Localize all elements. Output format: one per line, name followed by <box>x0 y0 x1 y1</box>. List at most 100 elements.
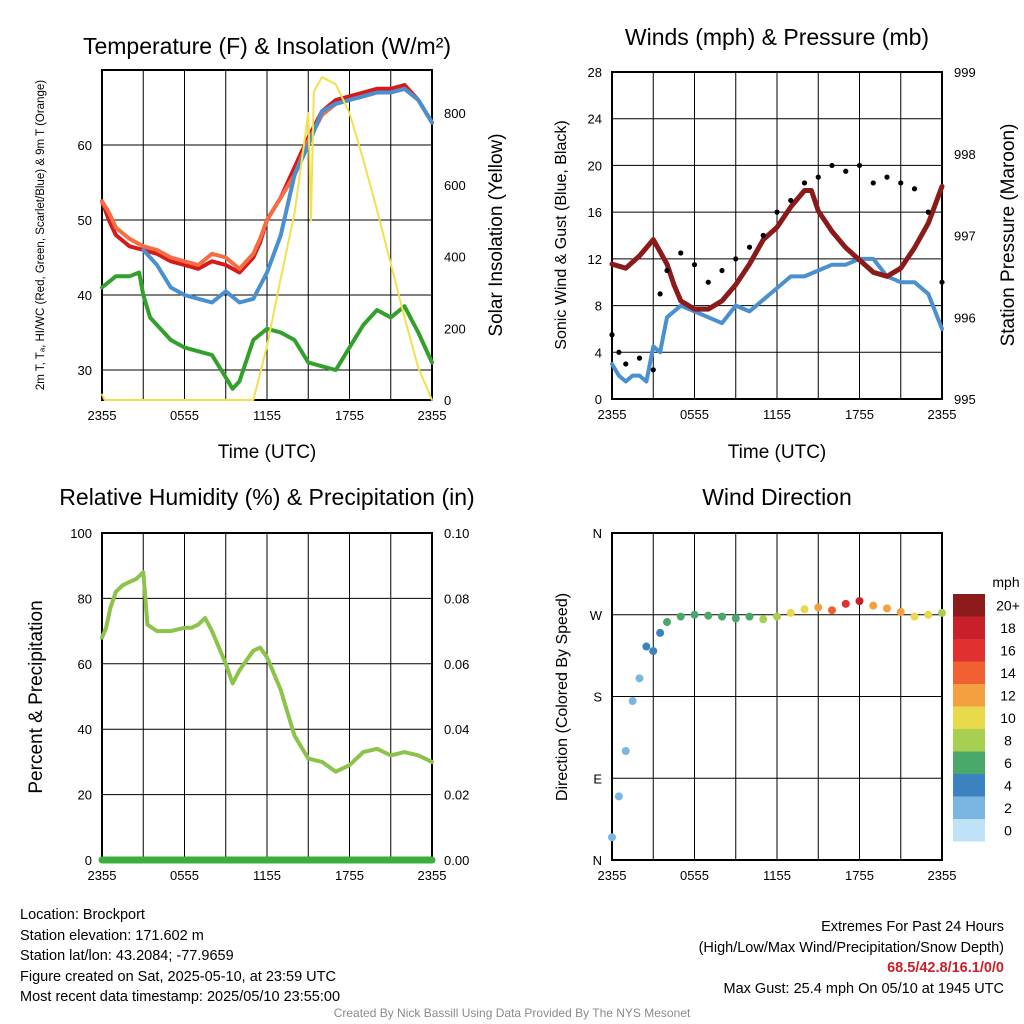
direction-point <box>924 610 933 619</box>
winds-gust-point <box>650 367 656 373</box>
direction-point <box>635 674 644 683</box>
direction-series-group <box>608 597 946 842</box>
winds-ytick-label-right: 997 <box>954 229 976 244</box>
extremes-legend: (High/Low/Max Wind/Precipitation/Snow De… <box>698 939 1004 956</box>
direction-point <box>773 612 781 621</box>
colorbar-label: 8 <box>1004 732 1012 748</box>
humidity-xtick-label: 2355 <box>418 868 447 883</box>
humidity-series-line <box>100 570 434 774</box>
credit-line: Created By Nick Bassill Using Data Provi… <box>333 1006 691 1020</box>
station-info: Location: Brockport Station elevation: 1… <box>20 905 340 1008</box>
direction-point <box>910 612 919 621</box>
station-latlon: Station lat/lon: 43.2084; -77.9659 <box>20 948 234 964</box>
winds-ytick-label-left: 28 <box>588 65 602 80</box>
humidity-ytick-label-left: 60 <box>78 657 92 672</box>
direction-xtick-label: 0555 <box>680 868 709 883</box>
winds-xtick-label: 2355 <box>598 407 627 422</box>
humidity-xtick-label: 2355 <box>88 868 117 883</box>
winds-ytick-label-right: 995 <box>954 392 976 407</box>
direction-point <box>621 747 630 755</box>
direction-point <box>869 601 878 610</box>
extremes-info: Extremes For Past 24 Hours (High/Low/Max… <box>699 917 1004 999</box>
humidity-ytick-label-left: 20 <box>78 788 92 803</box>
direction-point <box>690 610 699 619</box>
humidity-ytick-label-right: 0.00 <box>444 853 469 868</box>
direction-point <box>896 608 905 617</box>
temperature-ytick-label-left: 60 <box>78 138 92 153</box>
direction-point <box>841 599 850 608</box>
humidity-xtick-label: 1155 <box>253 868 281 883</box>
winds-gust-point <box>657 291 663 297</box>
winds-xtick-label: 0555 <box>680 407 709 422</box>
winds-gust-point <box>856 162 863 169</box>
temperature-ytick-label-left: 30 <box>78 363 92 378</box>
colorbar-label: 20+ <box>996 597 1020 613</box>
temperature-xlabel: Time (UTC) <box>218 442 317 463</box>
direction-title: Wind Direction <box>702 484 852 510</box>
humidity-ytick-label-left: 80 <box>78 591 92 606</box>
direction-point <box>676 612 685 621</box>
direction-ytick-label-left: S <box>593 690 602 705</box>
recent-timestamp: Most recent data timestamp: 2025/05/10 2… <box>20 989 341 1005</box>
temperature-series-line <box>141 86 434 305</box>
humidity-ytick-label-right: 0.02 <box>444 788 469 803</box>
winds-ytick-label-right: 999 <box>954 65 976 80</box>
winds-gust-point <box>911 186 918 192</box>
temperature-ytick-label-right: 800 <box>444 106 466 121</box>
extremes-title: Extremes For Past 24 Hours <box>821 919 1004 935</box>
winds-xtick-label: 1155 <box>763 407 791 422</box>
humidity-title: Relative Humidity (%) & Precipitation (i… <box>59 484 474 510</box>
colorbar-swatch <box>953 729 985 752</box>
colorbar-label: 2 <box>1004 800 1012 816</box>
colorbar-swatch <box>953 616 985 639</box>
direction-point <box>649 647 658 656</box>
winds-ytick-label-left: 4 <box>595 345 602 360</box>
winds-gust-point <box>733 256 739 262</box>
direction-point <box>800 605 809 614</box>
winds-gust-point <box>870 180 876 186</box>
colorbar-swatch <box>953 751 985 774</box>
humidity-ytick-label-right: 0.08 <box>444 591 469 606</box>
temperature-ylabel-right: Solar Insolation (Yellow) <box>486 133 507 336</box>
direction-point <box>745 612 754 621</box>
winds-ytick-label-left: 24 <box>588 112 602 127</box>
winds-ylabel-left: Sonic Wind & Gust (Blue, Black) <box>553 120 570 349</box>
direction-point <box>731 614 740 623</box>
winds-ytick-label-left: 16 <box>588 205 602 220</box>
winds-gust-point <box>616 349 622 355</box>
direction-xtick-label: 2355 <box>598 868 627 883</box>
direction-ytick-label-left: E <box>593 771 602 786</box>
temperature-ytick-label-left: 50 <box>78 213 92 228</box>
winds-ylabel-right: Station Pressure (Maroon) <box>998 124 1019 347</box>
colorbar-swatch <box>953 706 985 729</box>
colorbar-swatch <box>953 639 985 662</box>
direction-point <box>642 642 651 651</box>
direction-point <box>883 604 891 613</box>
direction-ytick-label-left: W <box>590 608 603 623</box>
winds-ytick-label-left: 8 <box>595 299 602 314</box>
humidity-grid: 2355 0555 1155 1755 23550204060801000.000.02… <box>70 526 469 883</box>
colorbar-swatch <box>953 774 985 797</box>
winds-gust-point <box>898 180 904 186</box>
winds-gust-point <box>774 209 780 215</box>
temperature-xtick-label: 2355 <box>418 408 447 423</box>
winds-gust-point <box>884 174 890 180</box>
direction-point <box>608 833 616 842</box>
direction-point <box>663 618 671 627</box>
humidity-xtick-label: 1755 <box>335 868 364 883</box>
winds-title: Winds (mph) & Pressure (mb) <box>625 24 929 50</box>
colorbar-swatch <box>953 684 985 707</box>
speed-colorbar: 20+ 18 16 14 12 10 8 6 4 2 0 <box>953 594 1020 842</box>
direction-ylabel-left: Direction (Colored By Speed) <box>554 593 571 801</box>
colorbar-label: 6 <box>1004 755 1012 771</box>
humidity-ytick-label-left: 40 <box>78 722 92 737</box>
winds-gust-point <box>636 355 643 361</box>
direction-point <box>786 608 795 617</box>
colorbar-label: 14 <box>1000 665 1016 681</box>
winds-gust-point <box>609 332 615 338</box>
winds-gust-point <box>691 262 698 268</box>
temperature-xtick-label: 1155 <box>253 408 281 423</box>
winds-gust-point <box>815 174 821 180</box>
humidity-ytick-label-left: 100 <box>70 526 92 541</box>
